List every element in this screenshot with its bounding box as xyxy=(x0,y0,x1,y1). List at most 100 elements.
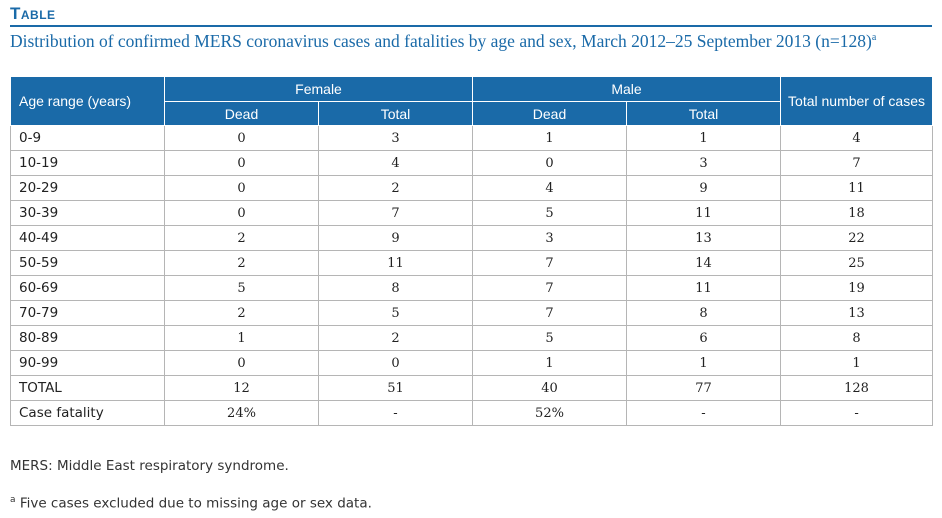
footnote-abbreviation: MERS: Middle East respiratory syndrome. xyxy=(10,458,289,474)
table-row: Case fatality 24% -52% - - xyxy=(10,400,934,426)
female-dead-cell: 1 xyxy=(164,325,319,351)
female-dead-cell: 12 xyxy=(164,375,319,401)
total-cases-cell: 7 xyxy=(780,150,934,176)
female-total-cell: 0 xyxy=(318,350,473,376)
male-dead-cell: 7 xyxy=(472,300,627,326)
age-range-cell: 40-49 xyxy=(10,225,165,251)
female-total-cell: - xyxy=(318,400,473,426)
table-title-text: Distribution of confirmed MERS coronavir… xyxy=(10,31,872,51)
age-range-cell: 30-39 xyxy=(10,200,165,226)
header-male-total: Total xyxy=(625,101,782,126)
age-range-cell: 90-99 xyxy=(10,350,165,376)
male-dead-cell: 7 xyxy=(472,250,627,276)
male-dead-cell: 1 xyxy=(472,350,627,376)
table-row: TOTAL 12 51 40 77 128 xyxy=(10,375,934,401)
table-row: 0-9 0 3 1 1 4 xyxy=(10,125,934,151)
female-dead-cell: 2 xyxy=(164,300,319,326)
male-dead-cell: 5 xyxy=(472,200,627,226)
header-male: Male xyxy=(471,76,782,102)
table-row: 40-49 2 9 3 13 22 xyxy=(10,225,934,251)
female-dead-cell: 0 xyxy=(164,125,319,151)
footnote-a: a Five cases excluded due to missing age… xyxy=(10,495,372,512)
header-total-cases: Total number of cases xyxy=(780,76,934,126)
total-cases-cell: 13 xyxy=(780,300,934,326)
male-dead-cell: 52% xyxy=(472,400,627,426)
male-total-cell: 11 xyxy=(625,275,782,301)
male-dead-cell: 3 xyxy=(472,225,627,251)
female-total-cell: 7 xyxy=(318,200,473,226)
female-total-cell: 51 xyxy=(318,375,473,401)
table-row: 20-29 0 2 4 9 11 xyxy=(10,175,934,201)
female-dead-cell: 0 xyxy=(164,150,319,176)
male-total-cell: 13 xyxy=(625,225,782,251)
female-dead-cell: 24% xyxy=(164,400,319,426)
female-dead-cell: 2 xyxy=(164,225,319,251)
table-row: 60-69 5 8 7 11 19 xyxy=(10,275,934,301)
age-range-cell: TOTAL xyxy=(10,375,165,401)
header-female: Female xyxy=(164,76,473,102)
header-male-dead: Dead xyxy=(472,101,627,126)
table-body: 0-9 0 3 1 1 4 10-19 0 4 0 3 7 20-29 0 2 4 9 11 30-39 0 7 5 11 1… xyxy=(10,125,934,426)
age-range-cell: Case fatality xyxy=(10,400,165,426)
table-title: Distribution of confirmed MERS coronavir… xyxy=(10,30,935,52)
age-range-cell: 20-29 xyxy=(10,175,165,201)
male-total-cell: 14 xyxy=(625,250,782,276)
total-cases-cell: 19 xyxy=(780,275,934,301)
male-dead-cell: 0 xyxy=(472,150,627,176)
female-total-cell: 5 xyxy=(318,300,473,326)
total-cases-cell: 1 xyxy=(780,350,934,376)
male-total-cell: 77 xyxy=(625,375,782,401)
female-total-cell: 2 xyxy=(318,175,473,201)
header-age-range: Age range (years) xyxy=(10,76,165,126)
female-dead-cell: 0 xyxy=(164,175,319,201)
age-range-cell: 60-69 xyxy=(10,275,165,301)
male-dead-cell: 7 xyxy=(472,275,627,301)
total-cases-cell: 25 xyxy=(780,250,934,276)
male-total-cell: 3 xyxy=(625,150,782,176)
male-dead-cell: 4 xyxy=(472,175,627,201)
footnote-a-mark: a xyxy=(10,495,16,505)
male-total-cell: 9 xyxy=(625,175,782,201)
total-cases-cell: 22 xyxy=(780,225,934,251)
table-row: 90-99 0 0 1 1 1 xyxy=(10,350,934,376)
male-total-cell: 11 xyxy=(625,200,782,226)
total-cases-cell: 128 xyxy=(780,375,934,401)
female-dead-cell: 0 xyxy=(164,200,319,226)
female-total-cell: 11 xyxy=(318,250,473,276)
header-female-dead: Dead xyxy=(164,101,319,126)
female-total-cell: 4 xyxy=(318,150,473,176)
age-range-cell: 80-89 xyxy=(10,325,165,351)
total-cases-cell: 11 xyxy=(780,175,934,201)
table-row: 30-39 0 7 5 11 18 xyxy=(10,200,934,226)
female-dead-cell: 5 xyxy=(164,275,319,301)
age-range-cell: 0-9 xyxy=(10,125,165,151)
age-range-cell: 50-59 xyxy=(10,250,165,276)
table-row: 10-19 0 4 0 3 7 xyxy=(10,150,934,176)
female-dead-cell: 0 xyxy=(164,350,319,376)
total-cases-cell: 8 xyxy=(780,325,934,351)
male-total-cell: 6 xyxy=(625,325,782,351)
table-row: 80-89 1 2 5 6 8 xyxy=(10,325,934,351)
male-total-cell: - xyxy=(625,400,782,426)
total-cases-cell: - xyxy=(780,400,934,426)
age-range-cell: 10-19 xyxy=(10,150,165,176)
table-label: Table xyxy=(10,4,56,23)
female-total-cell: 9 xyxy=(318,225,473,251)
mers-data-table: Age range (years) Female Male Total numb… xyxy=(10,76,934,426)
table-heading: Table xyxy=(10,5,932,27)
female-total-cell: 2 xyxy=(318,325,473,351)
header-female-total: Total xyxy=(318,101,473,126)
male-total-cell: 8 xyxy=(625,300,782,326)
table-row: 50-59 2 11 7 14 25 xyxy=(10,250,934,276)
title-footnote-mark: a xyxy=(871,32,877,44)
female-total-cell: 3 xyxy=(318,125,473,151)
male-dead-cell: 40 xyxy=(472,375,627,401)
female-dead-cell: 2 xyxy=(164,250,319,276)
female-total-cell: 8 xyxy=(318,275,473,301)
male-dead-cell: 1 xyxy=(472,125,627,151)
male-total-cell: 1 xyxy=(625,350,782,376)
male-total-cell: 1 xyxy=(625,125,782,151)
table-row: 70-79 2 5 7 8 13 xyxy=(10,300,934,326)
male-dead-cell: 5 xyxy=(472,325,627,351)
total-cases-cell: 18 xyxy=(780,200,934,226)
